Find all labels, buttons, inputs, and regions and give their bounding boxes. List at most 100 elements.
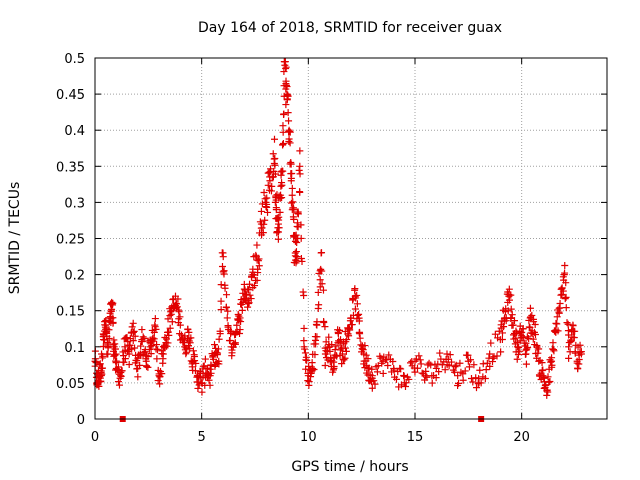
data-point (166, 324, 174, 332)
data-point (211, 341, 219, 349)
data-point (567, 338, 575, 346)
x-tick-label: 20 (513, 430, 530, 445)
data-point (142, 357, 150, 365)
data-point (321, 362, 329, 370)
data-point (288, 191, 296, 199)
data-point (338, 360, 346, 368)
x-tick-label: 15 (407, 430, 424, 445)
data-point (138, 326, 146, 334)
data-point (286, 139, 294, 147)
data-point (214, 349, 222, 357)
data-point (164, 339, 172, 347)
data-point (505, 292, 513, 300)
data-point (470, 361, 478, 369)
data-point (254, 265, 262, 273)
data-point (138, 336, 146, 344)
data-point (397, 365, 405, 373)
data-point (368, 372, 376, 380)
data-point (293, 238, 301, 246)
data-point (217, 297, 225, 305)
data-point (456, 359, 464, 367)
data-point (166, 312, 174, 320)
data-point (264, 181, 272, 189)
data-point (215, 335, 223, 343)
y-axis-label: SRMTID / TECUs (7, 182, 23, 295)
data-point (298, 257, 306, 265)
data-point (561, 262, 569, 270)
data-point (507, 305, 515, 313)
data-point (285, 135, 293, 143)
data-point (263, 203, 271, 211)
data-point (351, 292, 359, 300)
data-point (102, 321, 110, 329)
data-point (217, 306, 225, 314)
data-point (276, 208, 284, 216)
data-point (99, 352, 107, 360)
data-point (379, 357, 387, 365)
data-point (370, 377, 378, 385)
data-point (123, 334, 131, 342)
data-point (379, 369, 387, 377)
data-point (538, 359, 546, 367)
data-point (110, 343, 118, 351)
data-point (504, 307, 512, 315)
data-point (548, 357, 556, 365)
data-point (454, 372, 462, 380)
data-point (175, 308, 183, 316)
data-point (246, 291, 254, 299)
data-point (481, 374, 489, 382)
data-point (295, 166, 303, 174)
data-point (104, 350, 112, 358)
x-tick-label: 5 (198, 430, 206, 445)
plot-border (94, 57, 608, 420)
data-point (146, 343, 154, 351)
y-tick-label: 0 (77, 413, 85, 428)
data-point (233, 321, 241, 329)
data-point (151, 315, 159, 323)
data-point (347, 314, 355, 322)
data-point (297, 255, 305, 263)
data-point (562, 304, 570, 312)
data-point (300, 337, 308, 345)
data-point (357, 341, 365, 349)
data-point (294, 210, 302, 218)
data-point (176, 313, 184, 321)
data-point (561, 295, 569, 303)
data-point (104, 342, 112, 350)
data-point (364, 364, 372, 372)
data-point (125, 360, 133, 368)
data-point (186, 339, 194, 347)
data-point (356, 328, 364, 336)
data-point (565, 343, 573, 351)
data-point (153, 341, 161, 349)
data-point (428, 379, 436, 387)
data-point (526, 314, 534, 322)
data-point (151, 321, 159, 329)
data-point (112, 350, 120, 358)
data-point (267, 187, 275, 195)
data-point (297, 221, 305, 229)
data-point (187, 334, 195, 342)
data-point (500, 323, 508, 331)
data-point (333, 352, 341, 360)
data-point (529, 335, 537, 343)
data-point (425, 359, 433, 367)
data-point (246, 280, 254, 288)
data-point (309, 364, 317, 372)
data-point (523, 333, 531, 341)
data-point (496, 336, 504, 344)
data-point (263, 194, 271, 202)
data-point (261, 216, 269, 224)
data-point (92, 359, 100, 367)
data-point (126, 341, 134, 349)
data-point (343, 336, 351, 344)
data-point (411, 368, 419, 376)
data-point (147, 350, 155, 358)
y-tick-label: 0.4 (64, 124, 85, 139)
data-point (486, 350, 494, 358)
data-point (574, 365, 582, 373)
data-point (413, 364, 421, 372)
data-point (490, 353, 498, 361)
data-point (289, 213, 297, 221)
data-point (292, 231, 300, 239)
